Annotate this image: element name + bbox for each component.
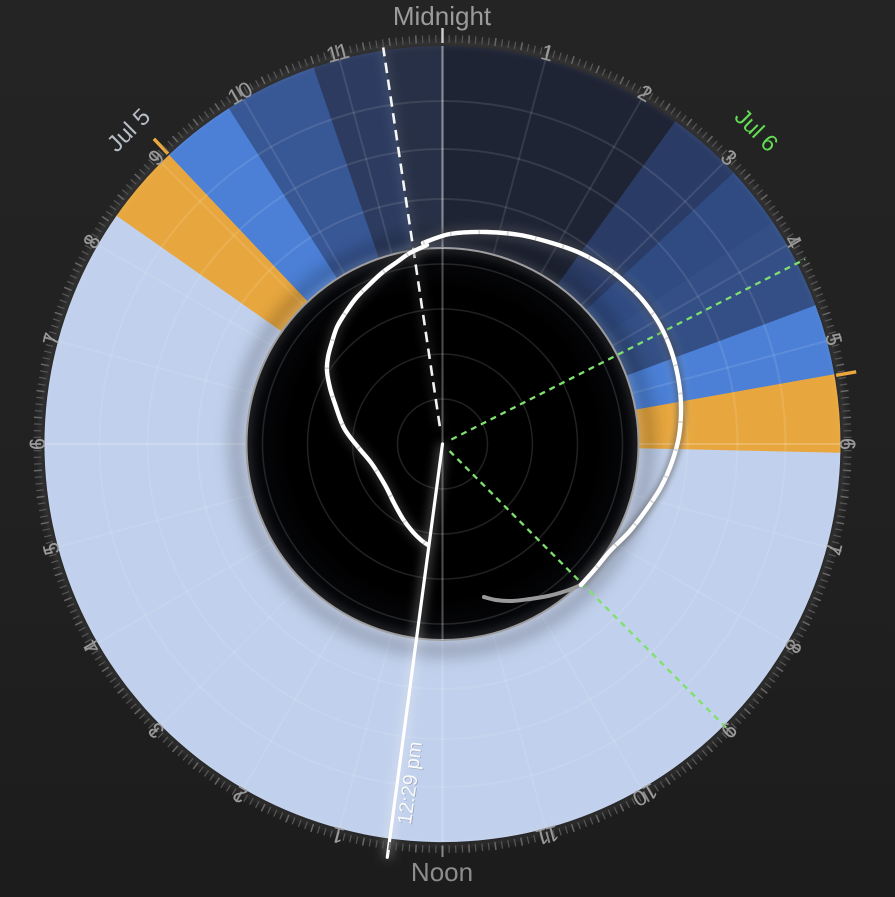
svg-text:6: 6 (25, 438, 50, 450)
svg-text:Noon: Noon (411, 857, 473, 887)
svg-text:Midnight: Midnight (393, 1, 492, 31)
svg-text:6: 6 (835, 438, 860, 450)
